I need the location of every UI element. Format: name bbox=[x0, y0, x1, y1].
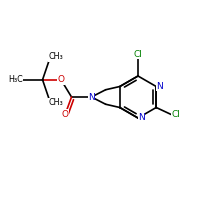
Text: Cl: Cl bbox=[134, 50, 142, 59]
Text: H₃C: H₃C bbox=[8, 75, 23, 84]
Text: CH₃: CH₃ bbox=[49, 52, 64, 61]
Text: N: N bbox=[88, 92, 95, 102]
Text: CH₃: CH₃ bbox=[49, 98, 64, 107]
Text: N: N bbox=[138, 114, 145, 122]
Text: N: N bbox=[156, 82, 163, 91]
Text: O: O bbox=[62, 110, 69, 119]
Text: O: O bbox=[58, 75, 65, 84]
Text: Cl: Cl bbox=[172, 110, 181, 119]
